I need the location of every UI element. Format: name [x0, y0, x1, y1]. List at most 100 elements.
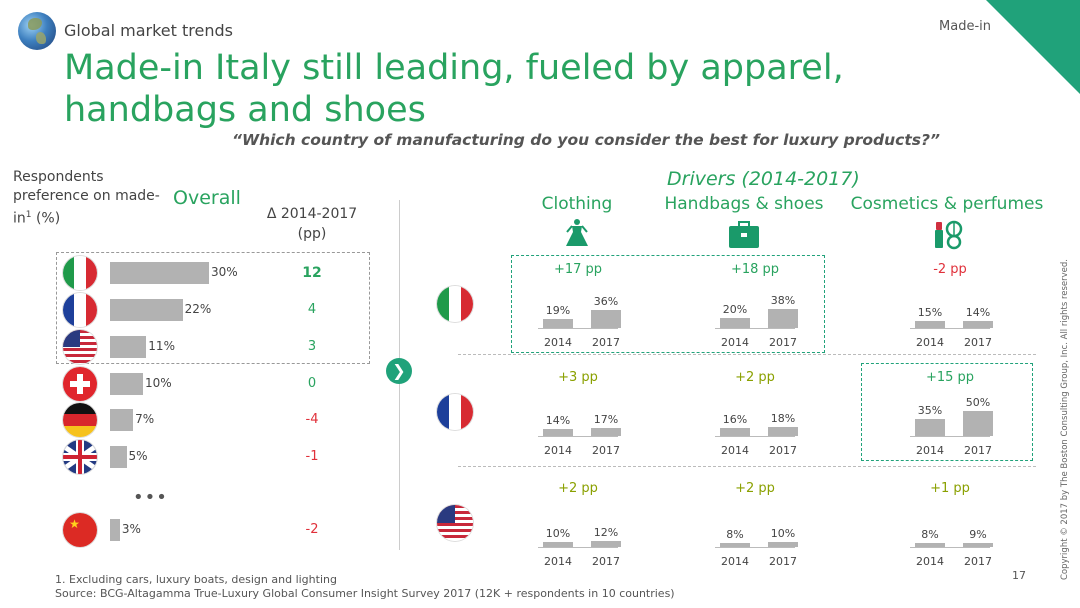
- delta-header: Δ 2014-2017 (pp): [266, 206, 358, 242]
- driver-category-2: Cosmetics & perfumes: [850, 194, 1044, 214]
- page-number: 17: [1012, 569, 1026, 582]
- driver-year-label: 2014: [916, 336, 944, 349]
- driver-baseline: [910, 328, 990, 329]
- footnote: 1. Excluding cars, luxury boats, design …: [55, 573, 337, 586]
- driver-baseline: [715, 328, 795, 329]
- top3-highlight-box: [56, 252, 370, 364]
- usa-flag-icon: [63, 330, 97, 364]
- italy-flag-icon: [437, 286, 473, 322]
- driver-value-label: 14%: [965, 306, 991, 319]
- italy-flag-icon: [63, 256, 97, 290]
- corner-accent: [986, 0, 1080, 94]
- usa-flag-icon: [437, 505, 473, 541]
- driver-bar-2017: [591, 427, 621, 436]
- drivers-heading: Drivers (2014-2017): [667, 168, 860, 190]
- driver-value-label: 35%: [917, 403, 943, 417]
- overall-bar-italy: [110, 262, 209, 284]
- driver-bar-2017: [591, 310, 621, 328]
- driver-pp-label: +2 pp: [558, 481, 598, 496]
- driver-bar-2017: [768, 542, 798, 547]
- driver-value-label: 19%: [545, 303, 571, 317]
- survey-question: “Which country of manufacturing do you c…: [232, 131, 940, 149]
- driver-baseline: [715, 547, 795, 548]
- delta-value-germany: -4: [305, 412, 319, 427]
- overall-bar-switzerland: [110, 373, 143, 395]
- driver-baseline: [910, 436, 990, 437]
- driver-group-italy-1: +18 pp 20% 2014 38% 2017: [695, 262, 815, 362]
- delta-value-switzerland: 0: [307, 376, 317, 391]
- driver-value-label: 9%: [969, 527, 987, 541]
- driver-value-label: 20%: [722, 303, 748, 316]
- cosmetics-icon: [927, 218, 967, 250]
- driver-year-label: 2017: [769, 336, 797, 349]
- driver-pp-label: +2 pp: [735, 370, 775, 385]
- driver-value-label: 14%: [545, 414, 571, 427]
- driver-bar-2017: [768, 427, 798, 436]
- driver-year-label: 2017: [592, 555, 620, 568]
- delta-value-usa: 3: [307, 339, 317, 354]
- driver-highlight-box-0: [511, 255, 825, 353]
- driver-year-label: 2017: [592, 336, 620, 349]
- driver-bar-2017: [591, 541, 621, 547]
- driver-pp-label: +2 pp: [735, 481, 775, 496]
- driver-group-usa-1: +2 pp 8% 2014 10% 2017: [695, 481, 815, 581]
- driver-baseline: [910, 547, 990, 548]
- driver-year-label: 2014: [544, 555, 572, 568]
- driver-value-label: 38%: [770, 294, 796, 307]
- overall-value-label-china: 3%: [121, 522, 141, 536]
- dress-icon: [557, 218, 597, 250]
- delta-value-china: -2: [305, 522, 319, 537]
- overall-bar-france: [110, 299, 183, 321]
- driver-pp-label: +18 pp: [730, 262, 780, 277]
- overall-value-label-usa: 11%: [148, 339, 175, 353]
- globe-icon: [18, 12, 56, 50]
- driver-bar-2014: [543, 542, 573, 547]
- driver-category-0: Clothing: [541, 194, 613, 214]
- driver-year-label: 2014: [544, 444, 572, 457]
- driver-value-label: 12%: [593, 526, 619, 539]
- driver-bar-2014: [720, 428, 750, 436]
- driver-bar-2017: [963, 321, 993, 328]
- driver-bar-2014: [915, 543, 945, 547]
- overall-bar-china: [110, 519, 120, 541]
- france-flag-icon: [63, 293, 97, 327]
- driver-group-france-2: +15 pp 35% 2014 50% 2017: [890, 370, 1010, 470]
- driver-baseline: [538, 436, 618, 437]
- driver-year-label: 2017: [769, 555, 797, 568]
- overall-value-label-uk: 5%: [128, 449, 148, 463]
- france-flag-icon: [437, 394, 473, 430]
- delta-value-italy: 12: [302, 265, 322, 281]
- page-title: Made-in Italy still leading, fueled by a…: [64, 48, 844, 130]
- driver-group-usa-0: +2 pp 10% 2014 12% 2017: [518, 481, 638, 581]
- overall-bar-germany: [110, 409, 134, 431]
- driver-year-label: 2017: [769, 444, 797, 457]
- driver-group-usa-2: +1 pp 8% 2014 9% 2017: [890, 481, 1010, 581]
- driver-group-italy-2: -2 pp 15% 2014 14% 2017: [890, 262, 1010, 362]
- ellipsis: •••: [133, 487, 168, 508]
- section-tag: Made-in: [939, 19, 991, 34]
- driver-group-france-0: +3 pp 14% 2014 17% 2017: [518, 370, 638, 470]
- driver-year-label: 2014: [916, 555, 944, 568]
- driver-highlight-box-1: [861, 363, 1033, 461]
- driver-year-label: 2017: [592, 444, 620, 457]
- switzerland-flag-icon: [63, 367, 97, 401]
- driver-pp-label: -2 pp: [933, 262, 967, 277]
- driver-baseline: [538, 547, 618, 548]
- driver-baseline: [538, 328, 618, 329]
- driver-year-label: 2014: [721, 444, 749, 457]
- driver-pp-label: +15 pp: [925, 370, 975, 385]
- germany-flag-icon: [63, 403, 97, 437]
- row-divider-1: [458, 466, 1036, 467]
- overall-value-label-italy: 30%: [211, 265, 238, 279]
- overall-bar-usa: [110, 336, 147, 358]
- driver-bar-2014: [720, 318, 750, 328]
- driver-pp-label: +3 pp: [558, 370, 598, 385]
- driver-year-label: 2014: [721, 555, 749, 568]
- driver-value-label: 8%: [921, 528, 939, 541]
- driver-value-label: 10%: [770, 527, 796, 540]
- driver-year-label: 2017: [964, 555, 992, 568]
- overall-value-label-switzerland: 10%: [145, 376, 172, 390]
- overall-bar-uk: [110, 446, 127, 468]
- overall-value-label-germany: 7%: [135, 412, 155, 426]
- overall-heading: Overall: [173, 187, 241, 209]
